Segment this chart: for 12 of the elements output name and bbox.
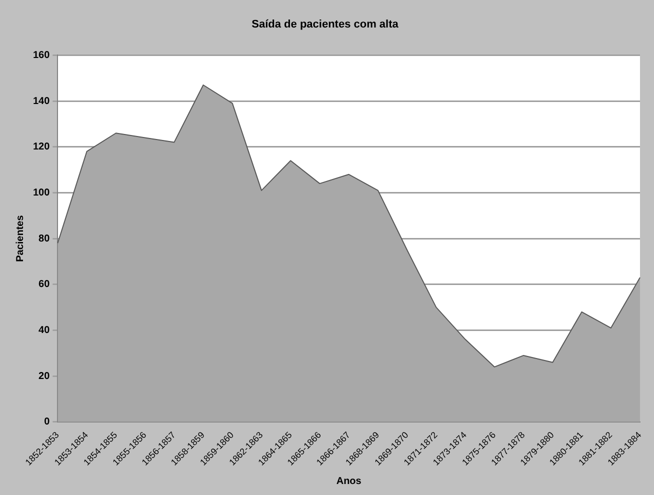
- chart-title: Saída de pacientes com alta: [252, 18, 400, 31]
- y-tick-label: 120: [32, 142, 50, 153]
- y-tick-label: 20: [38, 370, 50, 382]
- y-tick-label: 40: [38, 324, 50, 336]
- y-tick-label: 60: [38, 279, 50, 290]
- y-tick-label: 0: [44, 416, 50, 428]
- y-tick-label: 80: [38, 233, 50, 244]
- y-tick-label: 140: [32, 96, 50, 107]
- y-tick-label: 160: [32, 50, 50, 61]
- y-axis-title: Pacientes: [14, 214, 26, 262]
- x-axis-title: Anos: [336, 476, 362, 487]
- y-tick-label: 100: [32, 187, 50, 198]
